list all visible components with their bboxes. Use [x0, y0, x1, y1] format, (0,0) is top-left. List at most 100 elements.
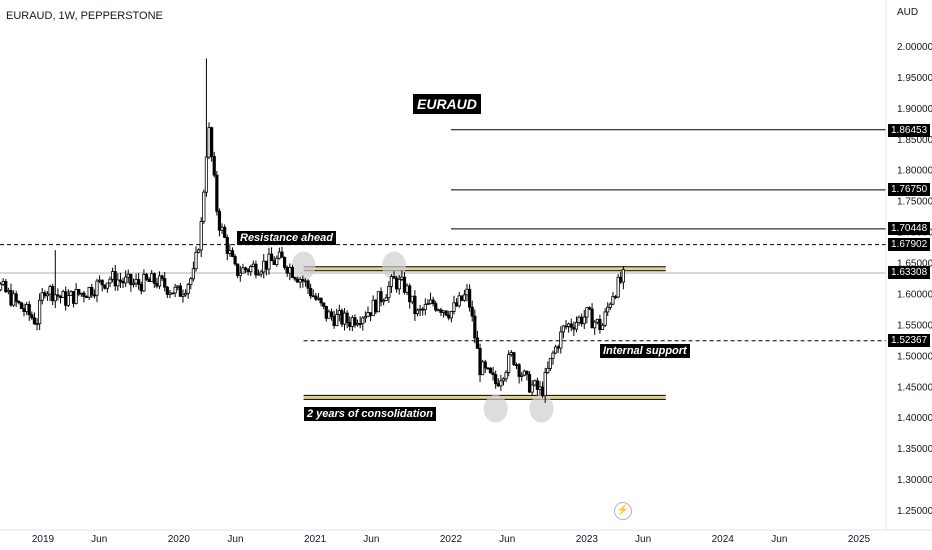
- price-tick-label: 1.45000: [897, 382, 932, 393]
- price-tick-label: 1.30000: [897, 475, 932, 486]
- candle-body: [64, 291, 68, 306]
- candle-body: [236, 263, 240, 277]
- candle-body: [301, 279, 305, 282]
- candle-body: [19, 302, 24, 309]
- candle-body: [194, 251, 198, 270]
- candle-body: [465, 288, 469, 296]
- candle-body: [290, 266, 295, 278]
- support-price-tag: 1.52367: [888, 334, 931, 347]
- candle-body: [254, 263, 258, 276]
- candle-body: [296, 278, 300, 283]
- time-tick-label: 2023: [576, 534, 599, 545]
- currency-label: AUD: [897, 7, 919, 18]
- candle-body: [56, 294, 60, 297]
- candle-body: [554, 346, 558, 354]
- candle-body: [186, 284, 190, 294]
- time-axis-ticks: 2019 Jun 2020 Jun 2021 Jun 2022 Jun 2023 Jun 2024 J…: [32, 534, 871, 545]
- price-tick-label: 2.00000: [897, 42, 932, 53]
- candle-body: [69, 291, 73, 296]
- candle-body: [415, 309, 420, 315]
- candle-body: [9, 290, 13, 306]
- candle-body: [77, 288, 81, 295]
- price-tick-label: 1.80000: [897, 166, 932, 177]
- price-tag-2: 1.76750: [888, 183, 931, 196]
- candle-body: [374, 299, 378, 313]
- candle-body: [454, 302, 459, 307]
- candle-body: [246, 269, 250, 273]
- candle-body: [275, 257, 279, 265]
- candle-body: [113, 271, 117, 287]
- candle-body: [233, 256, 237, 265]
- candle-body: [30, 314, 34, 319]
- candle-body: [197, 249, 201, 253]
- candle-body: [340, 310, 344, 325]
- candle-body: [124, 276, 128, 284]
- candle-body: [11, 293, 16, 306]
- candle-body: [603, 311, 607, 326]
- candle-body: [335, 314, 339, 326]
- touch-points: [291, 251, 554, 423]
- candle-body: [165, 286, 169, 295]
- lightning-icon[interactable]: ⚡: [614, 502, 632, 520]
- candle-body: [421, 308, 425, 311]
- symbol-label[interactable]: EURAUD, 1W, PEPPERSTONE: [6, 10, 163, 22]
- candle-body: [264, 260, 268, 270]
- candle-body: [285, 267, 289, 274]
- touch-marker: [382, 251, 407, 280]
- candle-body: [202, 191, 206, 222]
- candle-body: [38, 299, 42, 325]
- candle-body: [397, 279, 401, 290]
- candle-body: [361, 317, 365, 325]
- price-tick-label: 1.85000: [897, 135, 932, 146]
- candle-body: [462, 294, 467, 301]
- candle-body: [582, 316, 586, 325]
- candle-body: [53, 294, 57, 302]
- touch-marker: [529, 394, 554, 423]
- candle-body: [567, 323, 571, 327]
- candle-body: [606, 306, 610, 313]
- candle-body: [379, 291, 383, 303]
- time-tick-label: Jun: [771, 534, 787, 545]
- time-tick-label: 2024: [712, 534, 735, 545]
- candle-body: [82, 292, 86, 297]
- candle-body: [35, 323, 39, 326]
- candle-body: [428, 299, 433, 305]
- candle-body: [139, 284, 143, 292]
- time-tick-label: Jun: [91, 534, 107, 545]
- candle-body: [621, 269, 625, 283]
- candle-body: [48, 286, 52, 295]
- candle-body: [619, 276, 623, 283]
- zone-band: [303, 395, 666, 400]
- candle-body: [51, 286, 55, 302]
- candle-body: [376, 291, 381, 313]
- candle-body: [17, 300, 21, 304]
- candle-body: [25, 304, 29, 312]
- candle-body: [0, 283, 3, 291]
- candle-body: [418, 308, 422, 311]
- candle-body: [593, 321, 597, 329]
- candle-body: [355, 323, 360, 326]
- candle-body: [282, 256, 287, 268]
- candle-body: [608, 303, 612, 308]
- candle-body: [342, 312, 347, 325]
- zone-band: [303, 266, 666, 271]
- candle-body: [228, 250, 232, 254]
- candle-body: [392, 276, 396, 279]
- price-tick-label: 1.40000: [897, 413, 932, 424]
- candle-body: [470, 306, 474, 317]
- candle-body: [118, 279, 123, 282]
- touch-marker: [483, 394, 508, 423]
- price-tick-label: 1.50000: [897, 351, 932, 362]
- candle-body: [71, 291, 76, 304]
- candle-body: [337, 310, 341, 315]
- candle-body: [134, 279, 138, 284]
- candle-body: [199, 221, 203, 251]
- candle-body: [61, 291, 65, 298]
- candle-body: [87, 287, 91, 298]
- candle-body: [371, 299, 375, 317]
- candle-body: [298, 279, 302, 283]
- candle-body: [249, 266, 253, 273]
- time-tick-label: Jun: [363, 534, 379, 545]
- candle-body: [384, 297, 388, 301]
